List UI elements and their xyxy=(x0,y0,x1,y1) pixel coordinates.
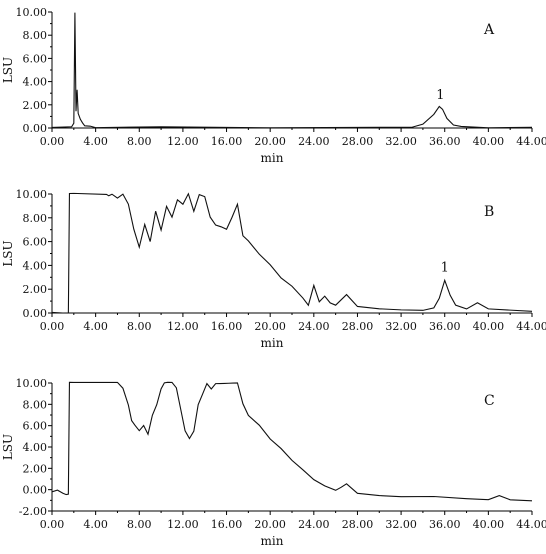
x-tick-label: 36.00 xyxy=(429,518,461,531)
y-tick-label: -2.00 xyxy=(19,505,47,518)
x-tick-label: 20.00 xyxy=(254,320,286,333)
peak-annotation: 1 xyxy=(441,260,449,275)
x-axis-label: min xyxy=(261,336,284,350)
x-tick-label: 36.00 xyxy=(429,135,461,148)
x-axis-label: min xyxy=(261,151,284,165)
y-axis-label: LSU xyxy=(1,57,15,83)
panel-label: B xyxy=(484,204,494,220)
y-tick-label: 10.00 xyxy=(16,377,48,390)
y-tick-label: 4.00 xyxy=(23,441,48,454)
x-tick-label: 4.00 xyxy=(83,135,108,148)
x-tick-label: 20.00 xyxy=(254,135,286,148)
series-line xyxy=(52,12,532,128)
y-tick-label: 10.00 xyxy=(16,188,48,201)
panel-label: A xyxy=(483,22,495,38)
x-tick-label: 4.00 xyxy=(83,518,108,531)
x-tick-label: 8.00 xyxy=(127,135,152,148)
y-tick-label: 6.00 xyxy=(23,420,48,433)
x-tick-label: 28.00 xyxy=(342,135,374,148)
x-tick-label: 12.00 xyxy=(167,135,199,148)
y-tick-label: 2.00 xyxy=(23,283,48,296)
chart-panel-b: 0.00 4.00 8.00 12.00 16.00 20.00 24.00 28.00 32.… xyxy=(1,188,546,350)
y-tick-label: 6.00 xyxy=(23,52,48,65)
x-tick-label: 12.00 xyxy=(167,320,199,333)
series-line xyxy=(52,381,532,502)
x-tick-label: 44.00 xyxy=(516,518,546,531)
y-tick-label: 0.00 xyxy=(23,307,48,320)
x-tick-label: 0.00 xyxy=(40,135,65,148)
x-tick-label: 44.00 xyxy=(516,135,546,148)
x-tick-label: 4.00 xyxy=(83,320,108,333)
x-tick-label: 44.00 xyxy=(516,320,546,333)
x-tick-label: 16.00 xyxy=(211,320,243,333)
x-tick-label: 24.00 xyxy=(298,135,330,148)
x-axis-label: min xyxy=(261,534,284,548)
y-tick-label: 2.00 xyxy=(23,462,48,475)
x-tick-label: 36.00 xyxy=(429,320,461,333)
y-axis-label: LSU xyxy=(1,240,15,266)
y-tick-label: 4.00 xyxy=(23,76,48,89)
chart-panel-c: 0.00 4.00 8.00 12.00 16.00 20.00 24.00 28.00 32.… xyxy=(1,377,546,548)
x-tick-label: 40.00 xyxy=(473,320,505,333)
x-tick-label: 0.00 xyxy=(40,320,65,333)
y-tick-label: 8.00 xyxy=(23,212,48,225)
y-tick-label: 8.00 xyxy=(23,29,48,42)
x-tick-label: 40.00 xyxy=(473,135,505,148)
x-tick-label: 32.00 xyxy=(385,135,417,148)
x-tick-label: 32.00 xyxy=(385,320,417,333)
x-tick-label: 40.00 xyxy=(473,518,505,531)
chart-panel-a: 0.00 4.00 8.00 12.00 16.00 20.00 24.00 28.00 32.… xyxy=(1,6,546,165)
x-tick-label: 20.00 xyxy=(254,518,286,531)
x-tick-label: 0.00 xyxy=(40,518,65,531)
y-tick-label: 4.00 xyxy=(23,259,48,272)
y-tick-label: 0.00 xyxy=(23,122,48,135)
series-line xyxy=(52,192,532,313)
x-tick-label: 16.00 xyxy=(211,518,243,531)
x-tick-label: 24.00 xyxy=(298,320,330,333)
x-tick-label: 28.00 xyxy=(342,518,374,531)
y-tick-label: 0.00 xyxy=(23,484,48,497)
y-axis-label: LSU xyxy=(1,434,15,460)
y-tick-label: 6.00 xyxy=(23,236,48,249)
panel-label: C xyxy=(484,393,495,409)
y-tick-label: 10.00 xyxy=(16,6,48,19)
y-tick-label: 2.00 xyxy=(23,99,48,112)
x-tick-label: 24.00 xyxy=(298,518,330,531)
x-tick-label: 8.00 xyxy=(127,320,152,333)
x-tick-label: 12.00 xyxy=(167,518,199,531)
x-tick-label: 16.00 xyxy=(211,135,243,148)
y-tick-label: 8.00 xyxy=(23,398,48,411)
x-tick-label: 32.00 xyxy=(385,518,417,531)
peak-annotation: 1 xyxy=(436,88,444,103)
x-tick-label: 8.00 xyxy=(127,518,152,531)
x-tick-label: 28.00 xyxy=(342,320,374,333)
